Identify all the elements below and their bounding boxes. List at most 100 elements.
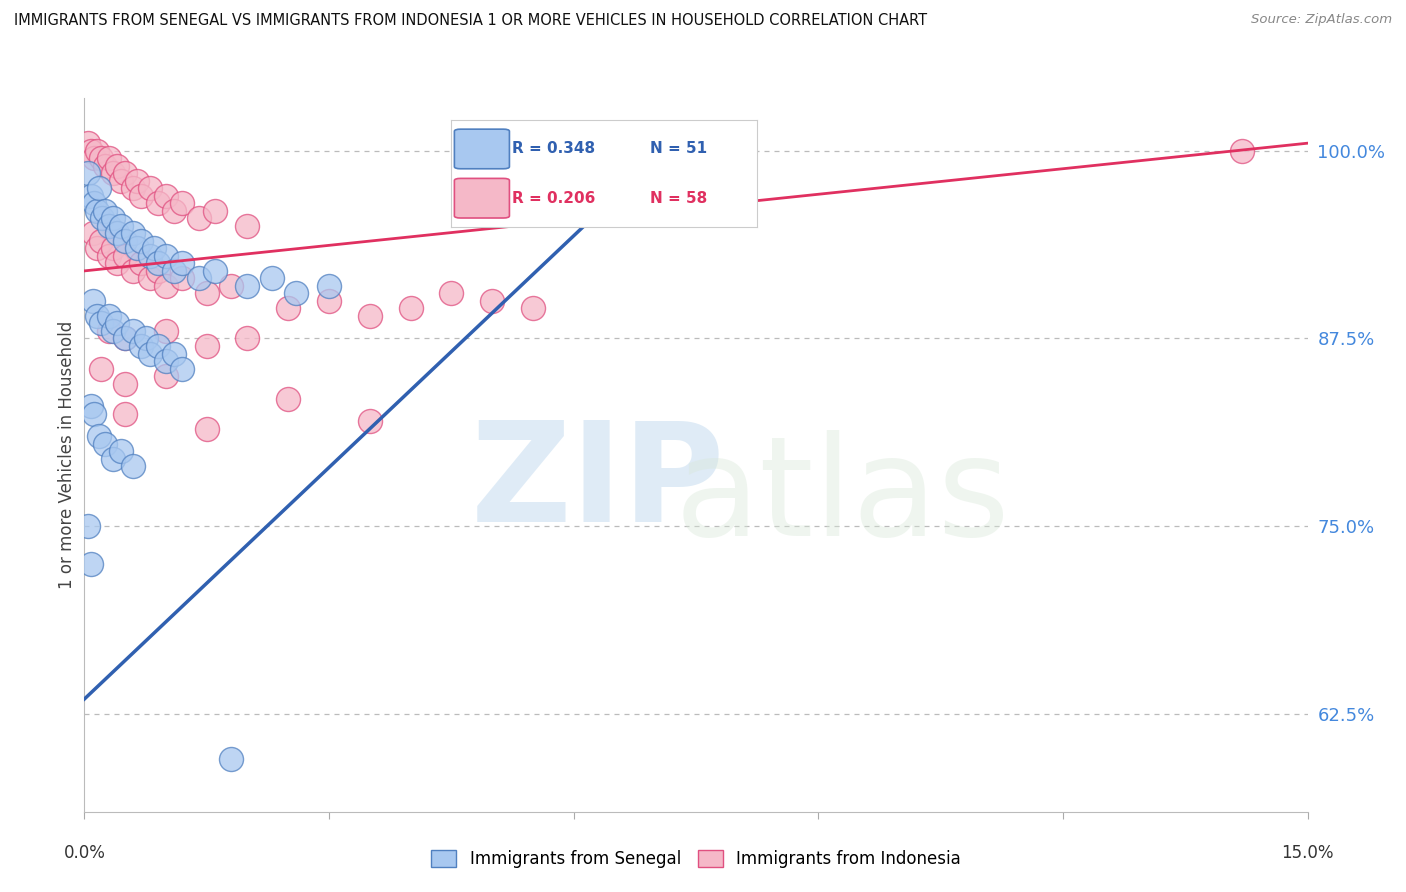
Point <box>101 241 124 255</box>
Point <box>359 309 381 323</box>
Point <box>93 203 115 218</box>
Point <box>90 234 112 248</box>
Point <box>82 227 104 241</box>
Point <box>219 752 242 766</box>
Point <box>1232 144 1254 158</box>
Point <box>131 188 153 202</box>
Point <box>127 241 149 255</box>
Point <box>86 241 108 255</box>
Point <box>114 376 136 391</box>
Point <box>195 286 218 301</box>
Point <box>82 293 104 308</box>
Point <box>318 293 340 308</box>
Point <box>105 159 128 173</box>
Point <box>97 309 120 323</box>
Point <box>155 324 177 338</box>
Text: 15.0%: 15.0% <box>1281 844 1334 862</box>
Point <box>277 392 299 406</box>
Point <box>105 256 128 270</box>
Legend: Immigrants from Senegal, Immigrants from Indonesia: Immigrants from Senegal, Immigrants from… <box>425 843 967 875</box>
Point <box>155 188 177 202</box>
Point <box>110 219 132 233</box>
Point <box>122 181 145 195</box>
Point <box>131 234 153 248</box>
Point <box>155 354 177 368</box>
Point <box>101 166 124 180</box>
Point <box>172 196 194 211</box>
Point <box>105 317 128 331</box>
Point <box>522 301 544 316</box>
Point <box>77 136 100 151</box>
Point <box>91 211 114 226</box>
Point <box>440 286 463 301</box>
Point <box>93 159 115 173</box>
Point <box>90 151 112 165</box>
Point <box>146 196 169 211</box>
Point <box>101 324 124 338</box>
Point <box>195 339 218 353</box>
Point <box>90 361 112 376</box>
Point <box>97 151 120 165</box>
Point <box>114 234 136 248</box>
Point <box>97 324 120 338</box>
Point <box>163 203 186 218</box>
Text: 0.0%: 0.0% <box>63 844 105 862</box>
Point <box>204 203 226 218</box>
Point <box>187 271 209 285</box>
Point <box>86 309 108 323</box>
Point <box>77 166 100 180</box>
Point <box>97 249 120 263</box>
Point <box>101 451 124 466</box>
Point <box>86 144 108 158</box>
Point <box>93 436 115 450</box>
Text: N = 58: N = 58 <box>650 191 707 206</box>
Text: Source: ZipAtlas.com: Source: ZipAtlas.com <box>1251 13 1392 27</box>
Point <box>86 203 108 218</box>
Text: IMMIGRANTS FROM SENEGAL VS IMMIGRANTS FROM INDONESIA 1 OR MORE VEHICLES IN HOUSE: IMMIGRANTS FROM SENEGAL VS IMMIGRANTS FR… <box>14 13 927 29</box>
Point <box>399 301 422 316</box>
Point <box>131 339 153 353</box>
Point <box>122 227 145 241</box>
Point <box>80 144 103 158</box>
Point <box>122 264 145 278</box>
FancyBboxPatch shape <box>454 129 509 169</box>
Point <box>138 249 160 263</box>
Point <box>195 422 218 436</box>
Point <box>105 227 128 241</box>
Point <box>138 181 160 195</box>
Point <box>83 196 105 211</box>
Point <box>155 369 177 384</box>
Point <box>110 174 132 188</box>
Point <box>172 256 194 270</box>
Point <box>135 331 157 345</box>
FancyBboxPatch shape <box>454 178 509 218</box>
Point <box>163 346 186 360</box>
Point <box>142 241 165 255</box>
Point <box>87 429 110 443</box>
Point <box>83 151 105 165</box>
Point <box>138 271 160 285</box>
Point <box>80 399 103 413</box>
Point <box>114 407 136 421</box>
Point <box>101 211 124 226</box>
Point <box>114 331 136 345</box>
Point <box>146 256 169 270</box>
Point <box>122 324 145 338</box>
Text: R = 0.348: R = 0.348 <box>512 142 596 156</box>
Point <box>127 174 149 188</box>
Point <box>236 331 259 345</box>
Point <box>236 279 259 293</box>
Point <box>90 317 112 331</box>
Text: N = 51: N = 51 <box>650 142 707 156</box>
Point <box>114 331 136 345</box>
Point <box>260 271 283 285</box>
Point <box>359 414 381 428</box>
Point <box>277 301 299 316</box>
Point <box>285 286 308 301</box>
Point <box>146 339 169 353</box>
Text: ZIP: ZIP <box>471 416 725 551</box>
Point <box>204 264 226 278</box>
Point <box>114 166 136 180</box>
Point <box>122 459 145 474</box>
Point <box>80 188 103 202</box>
